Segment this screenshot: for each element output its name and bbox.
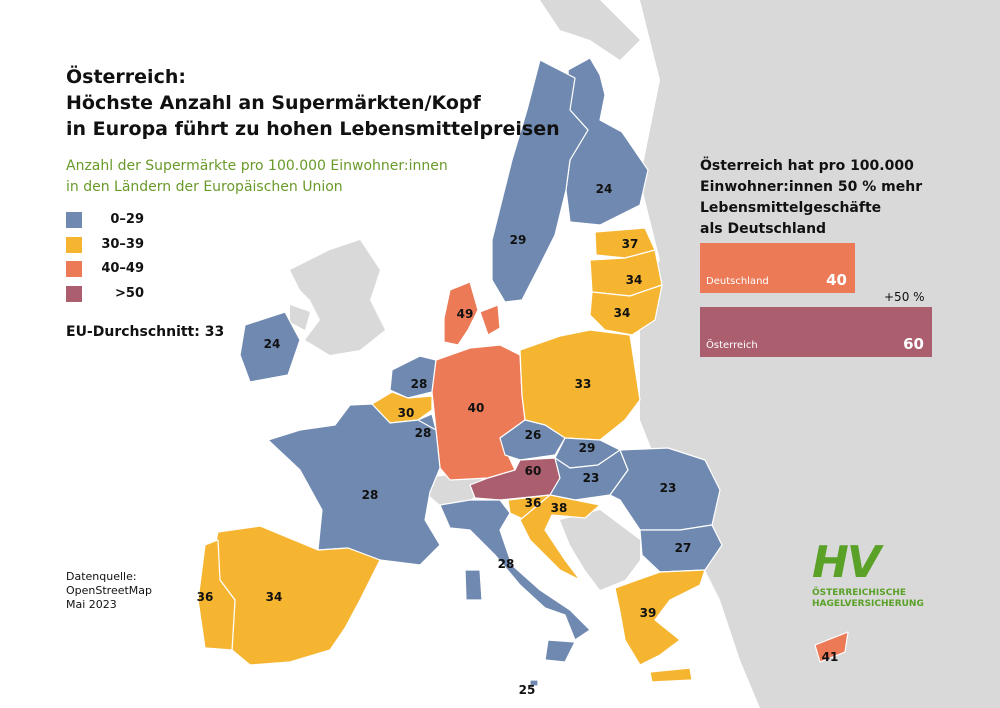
country-denmark (443, 281, 501, 346)
label-romania: 23 (660, 481, 677, 495)
legend-swatch (66, 286, 82, 302)
hv-logo: HV ÖSTERREICHISCHE HAGELVERSICHERUNG (812, 540, 942, 620)
country-croatia (519, 494, 601, 581)
label-portugal: 36 (197, 590, 214, 604)
bar-germany: Deutschland 40 (700, 243, 855, 293)
country-poland (519, 329, 641, 441)
legend-label: >50 (115, 286, 144, 301)
legend-swatch (66, 261, 82, 277)
comparison-title: Österreich hat pro 100.000 Einwohner:inn… (700, 156, 922, 240)
label-denmark: 49 (457, 307, 474, 321)
country-italy (439, 499, 591, 663)
country-sweden (491, 59, 589, 303)
legend-swatch (66, 212, 82, 228)
map-title: Österreich: Höchste Anzahl an Supermärkt… (66, 64, 560, 142)
bar-austria: Österreich 60 (700, 307, 932, 357)
label-estonia: 37 (622, 237, 639, 251)
map-subtitle: Anzahl der Supermärkte pro 100.000 Einwo… (66, 156, 448, 198)
bar-austria-value: 60 (903, 335, 924, 353)
legend-label: 40–49 (101, 261, 144, 276)
label-poland: 33 (575, 377, 592, 391)
legend-swatch (66, 237, 82, 253)
title-line-2: Höchste Anzahl an Supermärkten/Kopf (66, 92, 481, 114)
source-line-2: OpenStreetMap (66, 584, 153, 597)
subtitle-line-1: Anzahl der Supermärkte pro 100.000 Einwo… (66, 158, 448, 174)
comparison-title-line-1: Österreich hat pro 100.000 (700, 158, 914, 174)
country-bulgaria (639, 524, 723, 573)
country-lithuania (589, 284, 663, 336)
label-czechia: 26 (525, 428, 542, 442)
logo-line-1: ÖSTERREICHISCHE (812, 588, 907, 598)
label-austria: 60 (525, 464, 542, 478)
bar-austria-name: Österreich (706, 340, 758, 351)
country-czechia (499, 419, 566, 461)
label-spain: 34 (266, 590, 283, 604)
label-belgium: 30 (398, 406, 415, 420)
label-slovakia: 29 (579, 441, 596, 455)
data-source: Datenquelle: OpenStreetMap Mai 2023 (66, 570, 152, 612)
label-hungary: 23 (583, 471, 600, 485)
logo-mark: HV (812, 537, 881, 588)
label-france: 28 (362, 488, 379, 502)
country-ireland (239, 311, 301, 383)
title-line-3: in Europa führt zu hohen Lebensmittelpre… (66, 118, 560, 140)
subtitle-line-2: in den Ländern der Europäischen Union (66, 179, 343, 195)
bar-germany-value: 40 (826, 271, 847, 289)
comparison-title-line-4: als Deutschland (700, 221, 827, 237)
country-portugal (197, 539, 236, 651)
comparison-title-line-3: Lebensmittelgeschäfte (700, 200, 882, 216)
bar-germany-name: Deutschland (706, 276, 769, 287)
label-lithuania: 34 (614, 306, 631, 320)
label-slovenia: 36 (525, 496, 542, 510)
label-sweden: 29 (510, 233, 527, 247)
title-line-1: Österreich: (66, 66, 186, 88)
increase-label: +50 % (884, 290, 925, 304)
source-line-1: Datenquelle: (66, 570, 137, 583)
legend-label: 0–29 (110, 212, 144, 227)
label-croatia: 38 (551, 501, 568, 515)
label-germany: 40 (468, 401, 485, 415)
source-line-3: Mai 2023 (66, 598, 117, 611)
comparison-title-line-2: Einwohner:innen 50 % mehr (700, 179, 923, 195)
country-greece (614, 569, 706, 683)
legend-label: 30–39 (101, 237, 144, 252)
eu-average: EU-Durchschnitt: 33 (66, 324, 225, 340)
label-luxembourg: 28 (415, 426, 432, 440)
country-labels: 24 29 37 34 34 49 24 28 30 28 40 33 26 2… (197, 182, 839, 697)
label-malta: 25 (519, 683, 536, 697)
label-netherlands: 28 (411, 377, 428, 391)
label-bulgaria: 27 (675, 541, 692, 555)
logo-line-2: HAGELVERSICHERUNG (812, 599, 924, 609)
label-latvia: 34 (626, 273, 643, 287)
label-italy: 28 (498, 557, 515, 571)
label-cyprus: 41 (822, 650, 839, 664)
country-malta (529, 679, 539, 687)
label-finland: 24 (596, 182, 613, 196)
country-cyprus (814, 631, 849, 663)
label-ireland: 24 (264, 337, 281, 351)
label-greece: 39 (640, 606, 657, 620)
